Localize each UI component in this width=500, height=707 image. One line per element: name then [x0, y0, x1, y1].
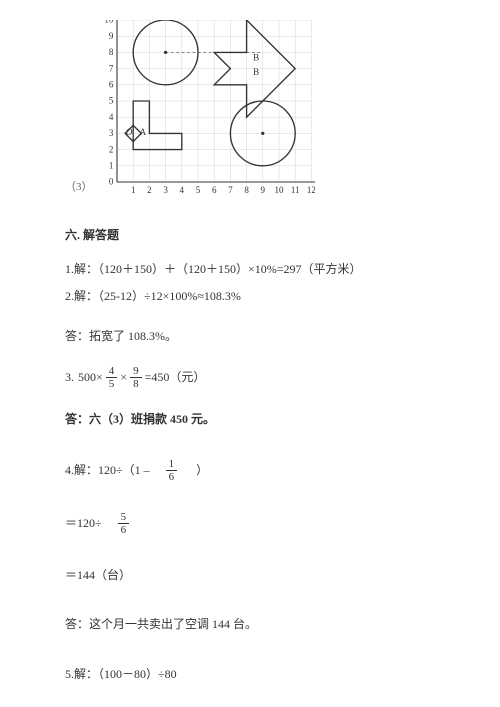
svg-text:0: 0 — [108, 177, 113, 187]
problem-4-close: ） — [196, 460, 208, 482]
svg-text:2: 2 — [147, 185, 152, 195]
problem-4-answer: 答：这个月一共卖出了空调 144 台。 — [65, 614, 450, 636]
svg-text:6: 6 — [108, 80, 113, 90]
svg-text:2: 2 — [108, 144, 113, 154]
svg-text:7: 7 — [108, 63, 113, 73]
problem-3: 3. 500× 4 5 × 9 8 =450（元） — [65, 365, 450, 390]
svg-text:3: 3 — [108, 128, 113, 138]
svg-text:3: 3 — [163, 185, 168, 195]
svg-text:B: B — [253, 67, 259, 77]
coordinate-graph: 012345678910123456789101112ABBO — [99, 20, 315, 200]
fraction-4-5: 4 5 — [106, 365, 118, 390]
problem-1: 1.解：（120＋150）＋（120＋150）×10%=297（平方米） — [65, 259, 450, 281]
svg-text:9: 9 — [260, 185, 265, 195]
problem-4-step3: ＝144（台） — [65, 565, 450, 587]
svg-text:1: 1 — [130, 185, 135, 195]
svg-text:5: 5 — [195, 185, 200, 195]
graph-index-label: （3） — [65, 178, 93, 200]
problem-2: 2.解：（25-12）÷12×100%≈108.3% — [65, 286, 450, 308]
problem-5: 5.解：（100－80）÷80 — [65, 664, 450, 686]
svg-text:7: 7 — [228, 185, 233, 195]
svg-text:4: 4 — [108, 112, 113, 122]
problem-3-answer: 答：六（3）班捐款 450 元。 — [65, 409, 450, 431]
fraction-1-6: 1 6 — [166, 458, 178, 483]
svg-text:O: O — [125, 127, 132, 137]
problem-3-label: 3. — [65, 367, 74, 389]
problem-4-step2-prefix: ＝120÷ — [65, 513, 102, 535]
problem-3-prefix: 500× — [78, 367, 103, 389]
svg-text:12: 12 — [306, 185, 314, 195]
svg-text:1: 1 — [108, 161, 113, 171]
section-title: 六. 解答题 — [65, 225, 450, 247]
problem-3-suffix: =450（元） — [145, 367, 206, 389]
fraction-5-6: 5 6 — [118, 511, 130, 536]
problem-4-step2: ＝120÷ 5 6 — [65, 511, 450, 536]
svg-text:9: 9 — [108, 31, 113, 41]
problem-4: 4.解：120÷（1 – 1 6 ） — [65, 458, 450, 483]
svg-text:11: 11 — [290, 185, 299, 195]
problem-4-label: 4.解：120÷（1 – — [65, 460, 150, 482]
problem-3-mid: × — [120, 367, 127, 389]
svg-text:6: 6 — [211, 185, 216, 195]
svg-text:8: 8 — [108, 47, 113, 57]
svg-text:4: 4 — [179, 185, 184, 195]
svg-text:B: B — [253, 53, 259, 63]
fraction-9-8: 9 8 — [130, 365, 142, 390]
svg-text:10: 10 — [104, 20, 114, 25]
svg-text:5: 5 — [108, 96, 113, 106]
problem-2-answer: 答：拓宽了 108.3%。 — [65, 326, 450, 348]
svg-text:8: 8 — [244, 185, 249, 195]
svg-text:10: 10 — [274, 185, 284, 195]
